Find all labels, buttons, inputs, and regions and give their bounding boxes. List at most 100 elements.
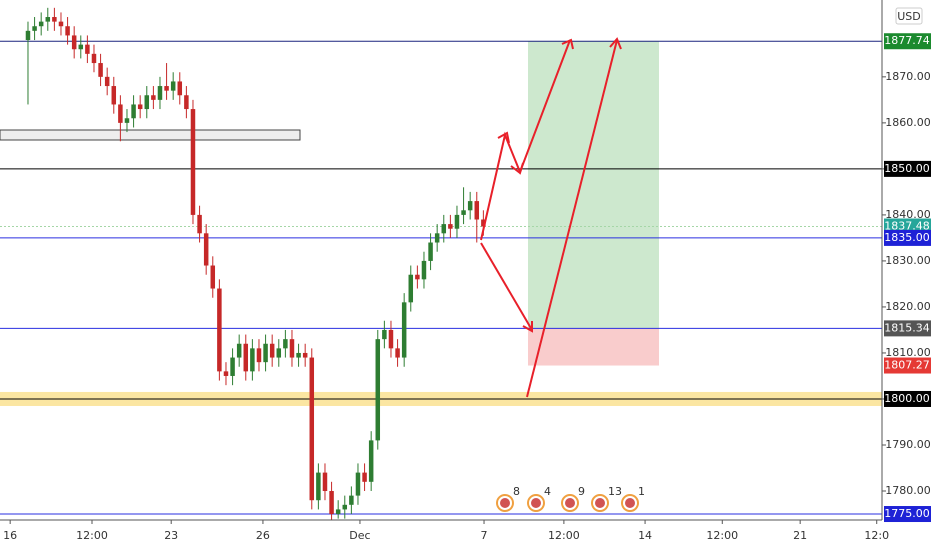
event-flag: [531, 498, 541, 508]
event-icon[interactable]: 9: [561, 485, 585, 512]
candle-body: [401, 302, 407, 358]
candle-body: [45, 17, 51, 22]
price-label: 1775.00: [884, 507, 930, 520]
x-tick-label: 12:00: [76, 529, 108, 542]
y-tick-label: 1870.00: [885, 70, 931, 83]
currency: USD: [897, 10, 921, 23]
candle-body: [434, 233, 440, 243]
candle-body: [269, 343, 275, 358]
candles: [25, 7, 486, 520]
candle-body: [164, 86, 169, 91]
candle-body: [52, 17, 57, 22]
x-tick-label: 7: [481, 529, 488, 542]
arrow-head: [561, 38, 574, 50]
candle-body: [203, 233, 209, 266]
candle-body: [144, 95, 150, 110]
x-tick-label: 14: [638, 529, 652, 542]
candle-body: [58, 21, 64, 27]
price-label: 1850.00: [884, 162, 930, 175]
candle-body: [454, 214, 460, 229]
event-flag: [500, 498, 510, 508]
candle-body: [91, 53, 97, 64]
x-tick-label: 12:00: [706, 529, 738, 542]
y-tick-label: 1820.00: [885, 300, 931, 313]
event-icon[interactable]: 4: [527, 485, 551, 512]
candle-body: [382, 329, 387, 340]
candle-body: [190, 109, 196, 215]
x-tick-label: 21: [793, 529, 807, 542]
event-count: 4: [544, 485, 551, 498]
candle-body: [481, 219, 486, 227]
price-label: 1877.74: [884, 34, 930, 47]
candle-body: [461, 210, 466, 215]
candle-body: [329, 491, 334, 515]
candle-body: [342, 504, 348, 510]
price-box: [884, 390, 931, 407]
candle-body: [448, 224, 453, 229]
price-label: 1815.34: [884, 321, 930, 334]
candle-body: [309, 357, 315, 501]
candle-body: [408, 274, 414, 303]
candle-body: [441, 224, 447, 234]
plot-area: [0, 40, 882, 515]
price-box: [884, 160, 931, 177]
candle-body: [289, 339, 295, 358]
event-count: 1: [638, 485, 645, 498]
price-box: [884, 357, 931, 374]
candle-body: [32, 26, 37, 31]
candle-body: [276, 348, 282, 358]
candle-body: [71, 35, 77, 50]
price-box: [884, 229, 931, 246]
event-icon[interactable]: 8: [496, 485, 520, 512]
price-box: [884, 506, 931, 523]
y-tick-label: 1840.00: [885, 208, 931, 221]
candle-body: [236, 343, 242, 358]
event-count: 13: [608, 485, 622, 498]
candle-body: [104, 76, 110, 87]
candle-body: [415, 274, 420, 280]
candle-body: [474, 201, 480, 220]
candle-body: [124, 118, 130, 123]
candle-body: [151, 95, 156, 100]
candle-body: [65, 26, 70, 36]
candle-body: [283, 339, 288, 349]
candle-body: [78, 44, 84, 50]
y-tick-label: 1830.00: [885, 254, 931, 267]
arrow-head: [522, 321, 533, 333]
price-box: [884, 33, 931, 50]
arrow: [480, 39, 571, 241]
event-flag: [625, 498, 635, 508]
candle-body: [217, 288, 222, 372]
candle-body: [210, 265, 216, 289]
candle-body: [230, 357, 235, 376]
candle-body: [355, 472, 361, 496]
candle-body: [368, 440, 374, 482]
candle-body: [375, 339, 381, 441]
y-tick-label: 1810.00: [885, 346, 931, 359]
candle-body: [223, 371, 229, 376]
x-tick-label: 12:00: [548, 529, 580, 542]
x-tick-label: 16: [3, 529, 17, 542]
price-label: 1835.00: [884, 231, 930, 244]
candle-body: [428, 242, 433, 261]
candle-body: [131, 104, 136, 119]
candle-body: [137, 104, 143, 110]
candle-body: [302, 352, 308, 358]
candle-body: [118, 104, 123, 123]
candle-body: [170, 81, 176, 91]
event-icon[interactable]: 1: [621, 485, 645, 512]
event-icon[interactable]: 13: [591, 485, 622, 512]
profit-zone: [528, 41, 659, 329]
x-tick-label: 12:0: [864, 529, 889, 542]
candle-body: [184, 95, 189, 110]
candle-body: [362, 472, 367, 482]
currency-box[interactable]: [895, 7, 923, 25]
candle-body: [250, 348, 255, 372]
candle-body: [25, 30, 31, 41]
arrows: [480, 37, 622, 398]
loss-zone: [528, 328, 659, 366]
zone: [0, 129, 301, 141]
x-tick-label: Dec: [349, 529, 370, 542]
event-flag: [565, 498, 575, 508]
